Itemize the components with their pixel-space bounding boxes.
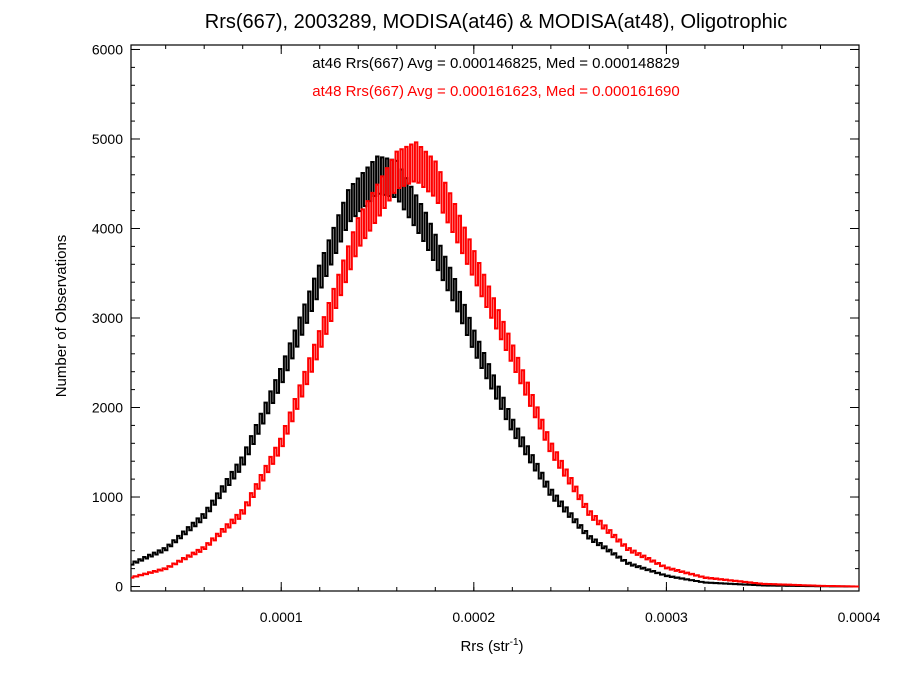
annotation-at46-stats: at46 Rrs(667) Avg = 0.000146825, Med = 0… [312,55,680,72]
x-tick-label: 0.0001 [260,609,303,625]
y-tick-label: 5000 [92,131,123,147]
x-axis-label-main: Rrs (str [460,638,509,655]
chart-title: Rrs(667), 2003289, MODISA(at46) & MODISA… [205,11,787,33]
y-axis-label: Number of Observations [53,235,70,398]
axis-ticks: 0.0001 0.0002 0.0003 0.0004 0 1000 2000 3000 400… [92,41,881,625]
y-tick-label: 2000 [92,400,123,416]
y-tick-label: 4000 [92,220,123,236]
x-axis-label: Rrs (str-1) [460,637,523,655]
histogram-series-at46 [131,155,859,588]
x-tick-label: 0.0002 [452,609,495,625]
y-tick-label: 3000 [92,310,123,326]
y-tick-label: 1000 [92,489,123,505]
histogram-series [131,141,859,588]
x-tick-label: 0.0004 [838,609,881,625]
histogram-series-at48 [131,141,859,588]
x-tick-label: 0.0003 [645,609,688,625]
x-axis-label-superscript: -1 [510,637,519,648]
annotation-at48-stats: at48 Rrs(667) Avg = 0.000161623, Med = 0… [312,83,680,100]
y-tick-label: 0 [115,579,123,595]
x-axis-label-close: ) [519,638,524,655]
y-tick-label: 6000 [92,41,123,57]
